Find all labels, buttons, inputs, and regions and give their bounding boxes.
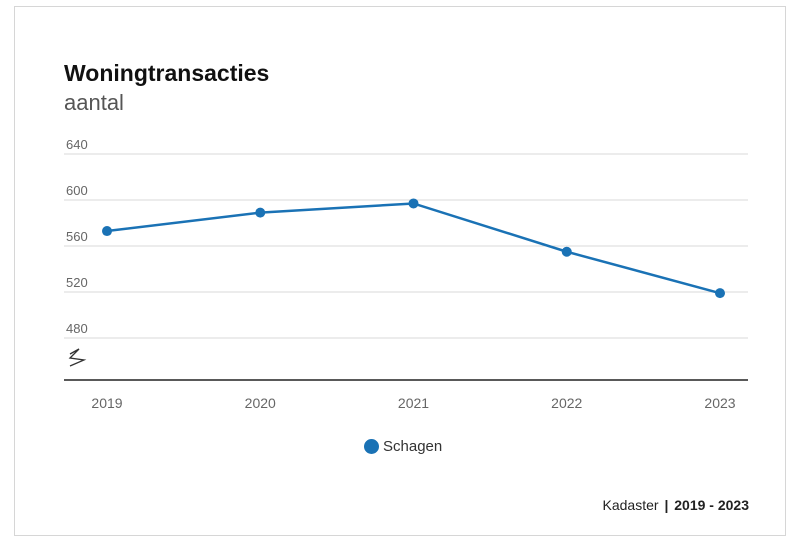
data-point-2019: [102, 226, 112, 237]
data-point-2020: [255, 207, 266, 218]
source-range: 2019 - 2023: [674, 497, 749, 513]
legend[interactable]: Schagen: [364, 438, 442, 455]
source-separator: |: [664, 497, 669, 513]
chart-title: Woningtransacties: [64, 60, 270, 86]
chart-subtitle: aantal: [64, 90, 124, 115]
y-tick-label-600: 600: [66, 183, 88, 198]
data-point-2021: [408, 198, 419, 209]
series-line-schagen: [106, 202, 721, 295]
chart-card: [14, 6, 786, 536]
y-tick-label-560: 560: [66, 229, 88, 244]
x-tick-label-2023: 2023: [704, 395, 735, 411]
data-point-2023: [715, 288, 725, 299]
x-tick-label-2020: 2020: [245, 395, 276, 411]
source-note: Kadaster | 2019 - 2023: [603, 497, 749, 513]
x-tick-label-2019: 2019: [91, 395, 122, 411]
y-tick-label-640: 640: [66, 137, 88, 152]
x-tick-label-2021: 2021: [398, 395, 429, 411]
axis-break-icon: [68, 348, 87, 367]
x-tick-label-2022: 2022: [551, 395, 582, 411]
legend-marker-schagen: [364, 439, 379, 454]
legend-label-schagen: Schagen: [383, 438, 443, 455]
source-name: Kadaster: [602, 497, 659, 513]
y-tick-label-520: 520: [66, 275, 88, 290]
y-tick-label-480: 480: [66, 321, 88, 336]
data-point-2022: [561, 246, 572, 257]
